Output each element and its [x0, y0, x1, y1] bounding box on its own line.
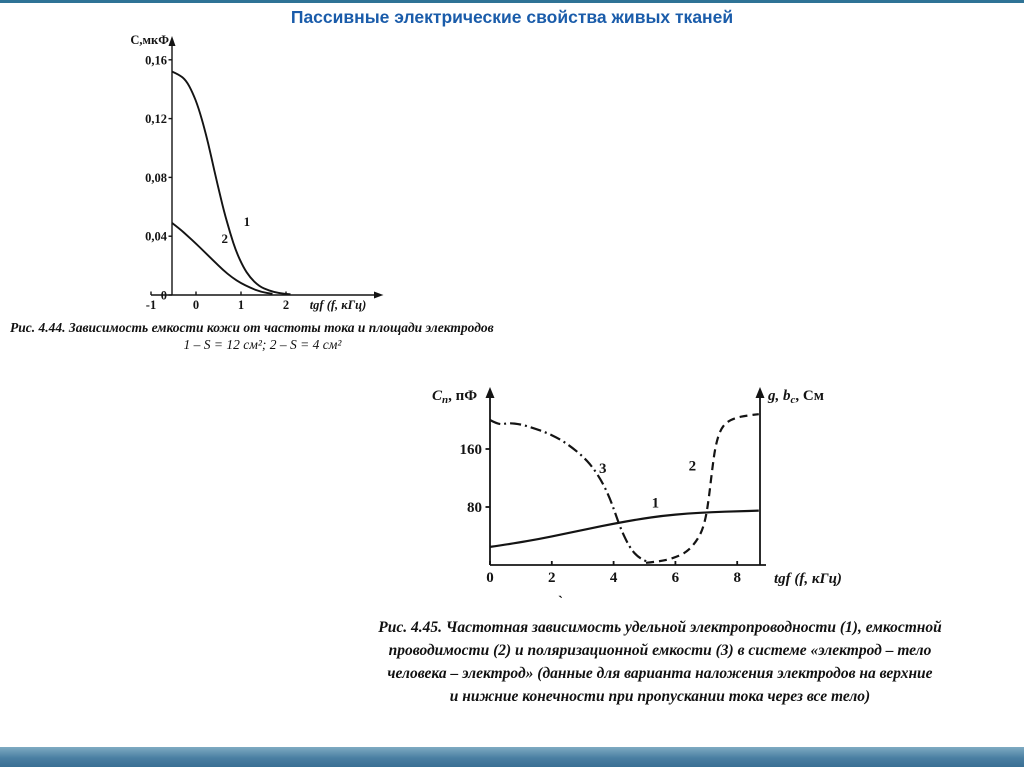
y-axis-right-arrow: [755, 387, 765, 398]
caption-line: проводимости (2) и поляризационной емкос…: [388, 642, 932, 659]
y-axis-arrow: [168, 36, 176, 46]
curve-label-2: 2: [222, 231, 229, 246]
caption-line: 1 – S = 12 см²; 2 – S = 4 см²: [183, 336, 342, 352]
x-tick-label: 1: [238, 298, 244, 312]
curve-3: [489, 419, 649, 564]
curve-label-2: 2: [689, 459, 697, 475]
page-title: Пассивные электрические свойства живых т…: [290, 7, 734, 27]
y-tick-label: 0,12: [145, 112, 167, 126]
x-tick-label: 8: [733, 570, 741, 586]
left-axis-label: Cп, пФ: [432, 388, 477, 406]
x-tick-label: 2: [548, 570, 556, 586]
caption-line: Рис. 4.45. Частотная зависимость удельно…: [378, 619, 942, 636]
y-tick-label: 0,16: [145, 53, 167, 67]
x-tick-label: 0: [486, 570, 494, 586]
y-axis-left-arrow: [485, 387, 495, 398]
curve-2: [645, 413, 759, 564]
figure-4-44-caption: Рис. 4.44. Зависимость емкости кожи от ч…: [10, 320, 515, 353]
x-axis-label: tgf (f, кГц): [774, 571, 842, 587]
x-tick-label: -1: [146, 298, 156, 312]
fig-4-45-plot: 0 2 4 6 8 160 80 Cп, пФ g, bс, См tgf (f, кГц) 1 2 3: [432, 387, 842, 587]
curve-2: [171, 222, 273, 295]
curve-1: [171, 70, 291, 296]
caption-line: человека – электрод» (данные для вариант…: [387, 665, 933, 682]
caption-line: Рис. 4.44. Зависимость емкости кожи от ч…: [10, 320, 494, 335]
x-axis-arrow: [374, 291, 384, 299]
y-tick-label: 0,08: [145, 171, 167, 185]
figure-4-45-caption: Рис. 4.45. Частотная зависимость удельно…: [293, 616, 1024, 708]
curve-1: [489, 509, 759, 548]
y-axis-label: С,мкФ: [130, 33, 169, 47]
footer-accent-bar: [0, 747, 1024, 767]
top-accent-line: [0, 0, 1024, 3]
caption-line: и нижние конечности при пропускании тока…: [449, 688, 871, 705]
x-axis-label: tgf (f, кГц): [310, 298, 367, 312]
x-tick-label: 2: [283, 298, 289, 312]
stray-mark: `: [558, 594, 563, 610]
x-tick-label: 4: [610, 570, 618, 586]
y-tick-label: 80: [467, 500, 482, 516]
x-tick-label: 0: [193, 298, 199, 312]
curve-label-1: 1: [244, 214, 251, 229]
y-tick-label: 0,04: [145, 230, 168, 244]
y-tick-label: 160: [460, 442, 483, 458]
x-tick-label: 6: [672, 570, 680, 586]
curve-label-1: 1: [652, 496, 660, 512]
curve-label-3: 3: [599, 461, 607, 477]
y-tick-label: 0: [161, 289, 167, 303]
right-axis-label: g, bс, См: [767, 388, 824, 406]
